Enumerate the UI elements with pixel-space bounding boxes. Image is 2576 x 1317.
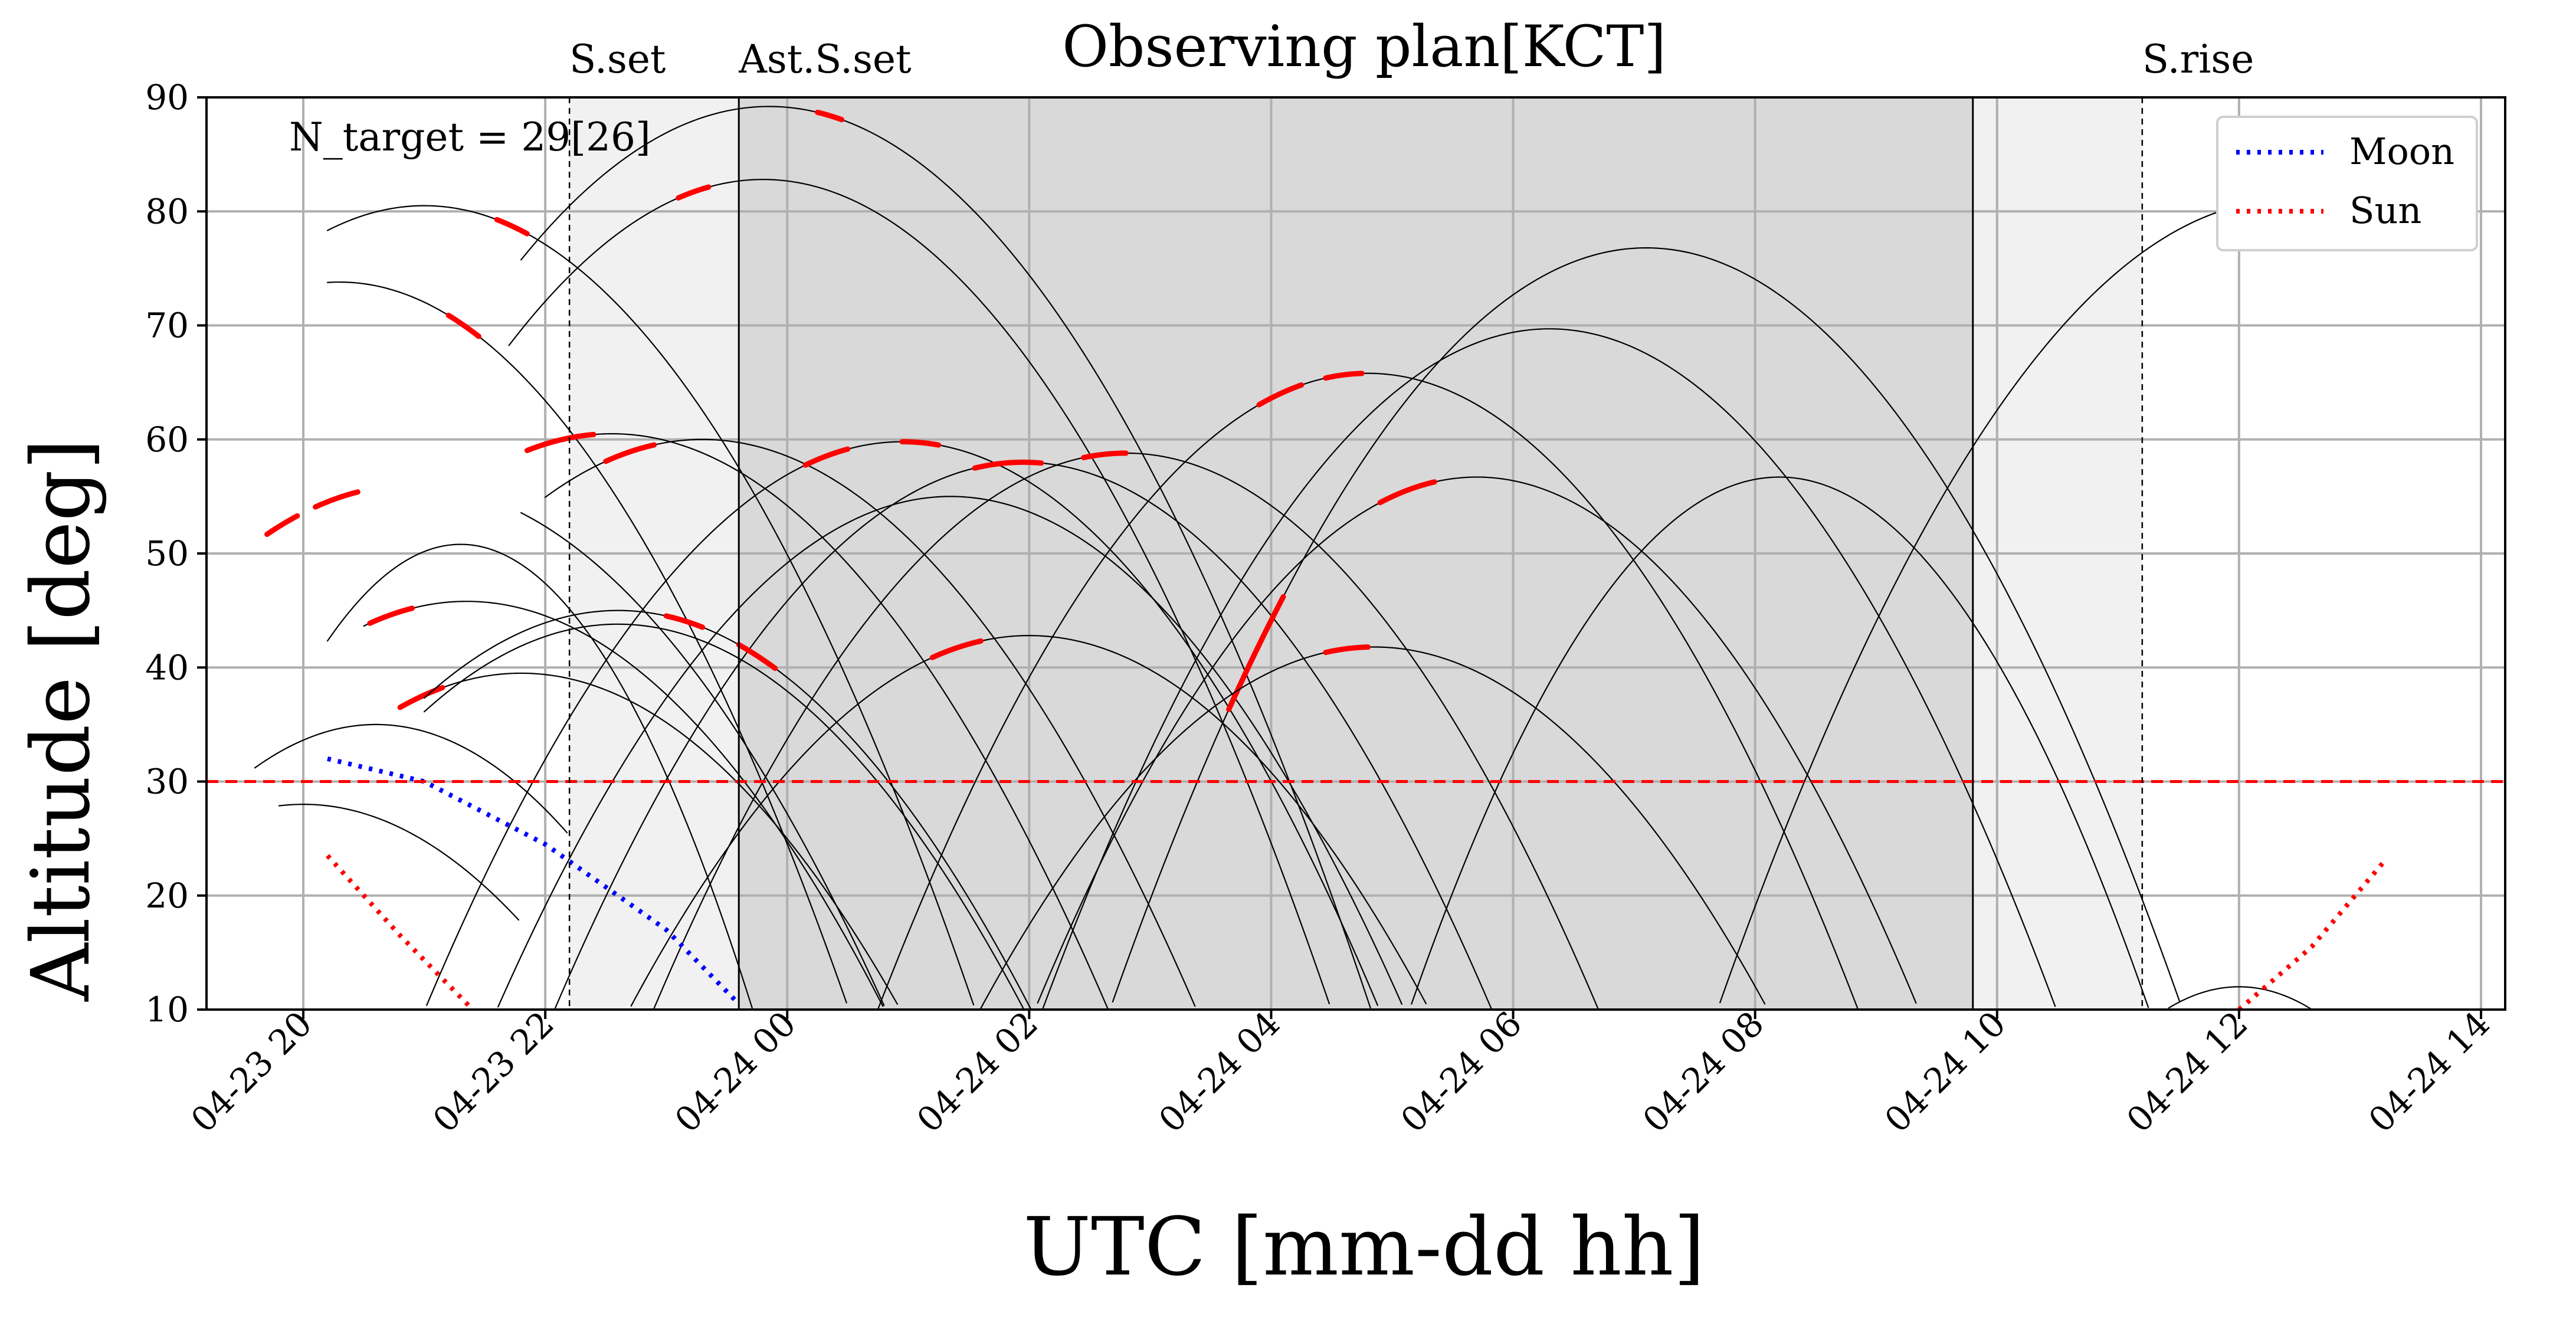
- event-label-3: S.rise: [2142, 37, 2254, 82]
- target-curve-5-highlight-1: [676, 184, 712, 201]
- target-curve-4: [520, 106, 1371, 1009]
- target-curve-14-highlight-1: [1081, 450, 1129, 461]
- x-tick-label-2: 04-24 00: [667, 1004, 804, 1141]
- target-count-annotation: N_target = 29[26]: [289, 114, 651, 160]
- sun-path-1: [326, 854, 474, 1011]
- target-curve-5: [508, 179, 1330, 1005]
- x-tick-label-9: 04-24 14: [2361, 1004, 2498, 1141]
- target-curve-24-highlight-1: [929, 638, 984, 660]
- y-tick-label-3: 40: [145, 647, 189, 687]
- target-curve-9: [545, 433, 1109, 1010]
- legend-moon-label: Moon: [2349, 130, 2454, 173]
- target-curve-18-highlight-1: [1226, 594, 1286, 712]
- target-curve-22-highlight-1: [663, 613, 706, 630]
- x-axis-title: UTC [mm-dd hh]: [1023, 1201, 1705, 1294]
- target-curve-20-highlight-1: [367, 605, 415, 626]
- event-label-1: S.set: [569, 37, 666, 82]
- target-curve-15: [877, 372, 1859, 1010]
- x-tick-label-7: 04-24 10: [1877, 1004, 2014, 1141]
- target-curve-10-highlight-1: [603, 442, 657, 464]
- target-curve-16: [1037, 476, 1917, 1004]
- target-curve-28: [2168, 986, 2311, 1010]
- target-curve-16-highlight-1: [1377, 479, 1437, 506]
- target-curve-19: [1411, 476, 2149, 1008]
- x-tick-label-0: 04-23 20: [183, 1004, 320, 1141]
- target-curve-9-highlight-1: [524, 431, 597, 453]
- target-curve-4-highlight-1: [815, 109, 845, 123]
- y-tick-label-1: 20: [145, 876, 189, 916]
- event-label-2: Ast.S.set: [738, 37, 911, 82]
- target-curve-7: [326, 281, 847, 1004]
- target-curve-15-highlight-2: [1323, 371, 1365, 381]
- sun-path-2: [2237, 860, 2386, 1012]
- target-curve-18: [1112, 247, 2181, 1003]
- target-curve-24: [630, 635, 1427, 1007]
- y-axis-title: Altitude [deg]: [15, 438, 108, 1002]
- x-tick-label-6: 04-24 08: [1635, 1004, 1772, 1141]
- target-curve-17: [1041, 328, 2056, 1010]
- y-tick-label-0: 10: [145, 990, 189, 1030]
- y-tick-label-7: 80: [145, 191, 189, 231]
- target-curve-7-highlight-1: [445, 312, 481, 339]
- target-curve-25: [980, 646, 1766, 1009]
- chart-title: Observing plan[KCT]: [1062, 14, 1666, 80]
- target-curve-25-highlight-1: [1323, 644, 1371, 656]
- series-layer: [254, 106, 2386, 1012]
- target-curve-6: [326, 205, 975, 1005]
- target-curve-1: [326, 543, 753, 1009]
- target-curve-23: [423, 623, 1024, 1009]
- target-curve-8-highlight-1: [313, 489, 360, 510]
- x-tick-label-4: 04-24 04: [1151, 1004, 1288, 1141]
- y-tick-label-6: 70: [145, 306, 189, 346]
- legend: Moon Sun: [2216, 116, 2478, 251]
- target-curve-22-highlight-2: [736, 642, 778, 671]
- target-curve-3: [278, 804, 520, 921]
- target-curve-21: [399, 672, 898, 1005]
- target-curve-8: [520, 512, 885, 1006]
- moon-path: [327, 756, 741, 1006]
- annotation-layer: S.set Ast.S.set S.rise: [207, 37, 2505, 1010]
- x-tick-label-3: 04-24 02: [909, 1004, 1046, 1141]
- target-curve-12: [497, 496, 1403, 1008]
- target-curve-11-highlight-2: [899, 439, 942, 448]
- target-curve-8-highlight-2: [264, 513, 300, 538]
- target-curve-20: [363, 601, 884, 1007]
- y-tick-label-8: 90: [145, 77, 189, 117]
- target-curve-21-highlight-1: [397, 684, 445, 710]
- x-tick-label-1: 04-23 22: [425, 1004, 562, 1141]
- y-tick-label-2: 30: [145, 762, 189, 802]
- target-curve-11-highlight-1: [802, 446, 851, 468]
- x-tick-label-5: 04-24 06: [1393, 1004, 1530, 1141]
- y-tick-label-5: 60: [145, 420, 189, 460]
- target-curve-15-highlight-1: [1256, 382, 1305, 408]
- legend-sun-label: Sun: [2349, 189, 2421, 232]
- target-curve-22: [423, 610, 1031, 1009]
- target-curve-6-highlight-1: [494, 217, 530, 237]
- y-tick-label-4: 50: [145, 533, 189, 574]
- target-curve-13-highlight-1: [972, 459, 1044, 471]
- x-tick-label-8: 04-24 12: [2119, 1004, 2256, 1141]
